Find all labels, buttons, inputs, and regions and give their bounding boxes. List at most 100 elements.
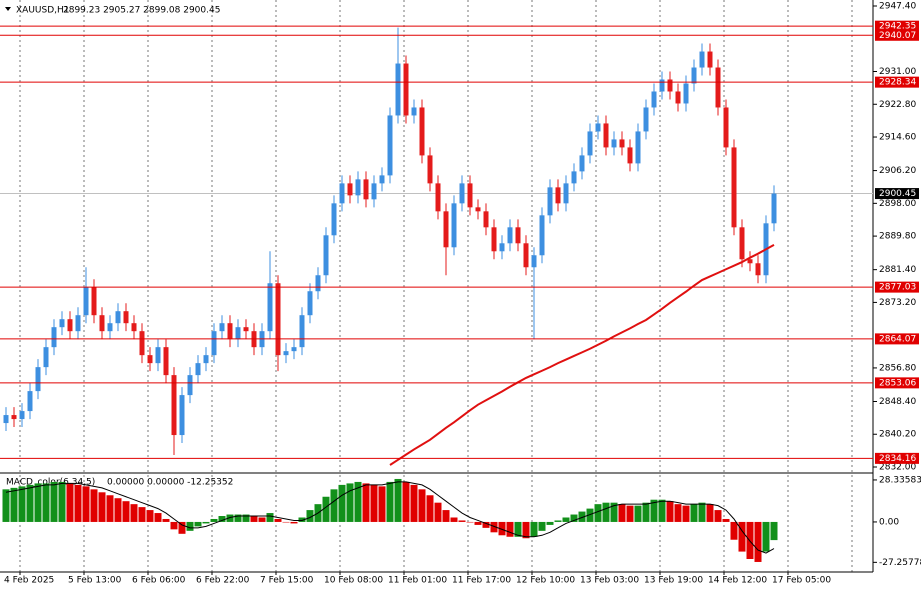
macd-bar [498, 521, 506, 536]
macd-bar [674, 504, 682, 522]
macd-bar [282, 521, 290, 523]
candle-body [331, 203, 337, 236]
candle-body [611, 139, 617, 148]
x-tick-label: 5 Feb 13:00 [68, 576, 122, 586]
macd-bar [178, 521, 186, 534]
candle-body [195, 363, 201, 376]
macd-bar [474, 521, 482, 525]
candle-body [459, 183, 465, 204]
y-tick-label: 28.33583 [879, 475, 921, 485]
macd-bar [530, 521, 538, 537]
macd-bar [490, 521, 498, 533]
macd-bar [2, 489, 10, 522]
macd-bar [706, 504, 714, 522]
macd-bar [458, 520, 466, 522]
y-tick-label: 2898.00 [879, 199, 916, 209]
macd-bar [650, 499, 658, 522]
candle-body [147, 355, 153, 364]
candle-body [307, 291, 313, 316]
macd-bar [546, 521, 554, 525]
macd-bar [698, 502, 706, 522]
macd-bar [242, 514, 250, 522]
macd-bar [378, 486, 386, 522]
macd-bar [250, 516, 258, 522]
candle-body [691, 67, 697, 84]
macd-bar [450, 517, 458, 522]
level-label: 2864.07 [879, 334, 916, 344]
y-tick-label: 2922.80 [879, 100, 916, 110]
macd-bar [50, 481, 58, 522]
candle-body [731, 147, 737, 228]
level-label: 2940.07 [879, 31, 916, 41]
symbol-ohlc: 2899.23 2905.27 2899.08 2900.45 [63, 6, 220, 16]
macd-bar [634, 505, 642, 522]
x-tick-label: 6 Feb 06:00 [132, 576, 186, 586]
macd-bar [682, 505, 690, 522]
candle-body [19, 411, 25, 420]
x-tick-label: 13 Feb 03:00 [580, 576, 639, 586]
candle-body [115, 311, 121, 324]
candle-body [203, 355, 209, 364]
y-tick-label: 2931.00 [879, 67, 916, 77]
macd-bar [690, 504, 698, 522]
macd-bar [554, 520, 562, 522]
macd-bar [466, 521, 474, 523]
macd-bar [154, 513, 162, 522]
candle-body [363, 179, 369, 200]
candle-body [723, 107, 729, 148]
macd-bar [162, 518, 170, 522]
candle-body [283, 351, 289, 356]
macd-bar [298, 517, 306, 522]
macd-bar [274, 518, 282, 522]
candle-body [131, 323, 137, 332]
candle-body [91, 287, 97, 316]
macd-bar [106, 495, 114, 522]
candle-body [643, 107, 649, 132]
macd-bar [426, 495, 434, 522]
macd-bar [258, 517, 266, 522]
x-tick-label: 6 Feb 22:00 [196, 576, 250, 586]
candle-body [35, 367, 41, 392]
level-label-box [875, 76, 919, 88]
current-price-label: 2900.45 [879, 189, 916, 199]
level-label: 2928.34 [879, 78, 916, 88]
macd-bar [114, 498, 122, 522]
level-label: 2834.16 [879, 454, 916, 464]
candle-body [323, 235, 329, 276]
candle-body [187, 375, 193, 396]
candle-body [579, 155, 585, 172]
candle-body [683, 83, 689, 104]
candle-body [267, 283, 273, 332]
candle-body [179, 395, 185, 436]
macd-bar [514, 521, 522, 537]
candle-body [371, 183, 377, 200]
candle-body [507, 227, 513, 244]
candle-body [715, 67, 721, 108]
macd-bar [506, 521, 514, 537]
level-label-box [875, 281, 919, 293]
candle-body [499, 243, 505, 252]
y-tick-label: 2873.20 [879, 298, 916, 308]
y-tick-label: 2881.40 [879, 265, 916, 275]
candle-body [395, 63, 401, 116]
candle-body [491, 227, 497, 252]
macd-bar [18, 486, 26, 522]
macd-bar [722, 518, 730, 522]
symbol-menu-icon[interactable] [5, 7, 11, 11]
macd-bar [602, 502, 610, 522]
candle-body [755, 263, 761, 276]
level-label-box [875, 452, 919, 464]
y-tick-label: -27.25778 [879, 558, 921, 568]
y-tick-label: 2906.20 [879, 166, 916, 176]
symbol-title: XAUUSD,H1 [16, 6, 70, 16]
time-grid [19, 0, 853, 572]
candle-body [619, 139, 625, 148]
candle-body [83, 287, 89, 316]
macd-bar [122, 501, 130, 522]
macd-bar [266, 513, 274, 522]
candle-body [595, 123, 601, 132]
macd-bar [58, 481, 66, 522]
macd-bar [738, 521, 746, 552]
macd-bar [186, 521, 194, 531]
